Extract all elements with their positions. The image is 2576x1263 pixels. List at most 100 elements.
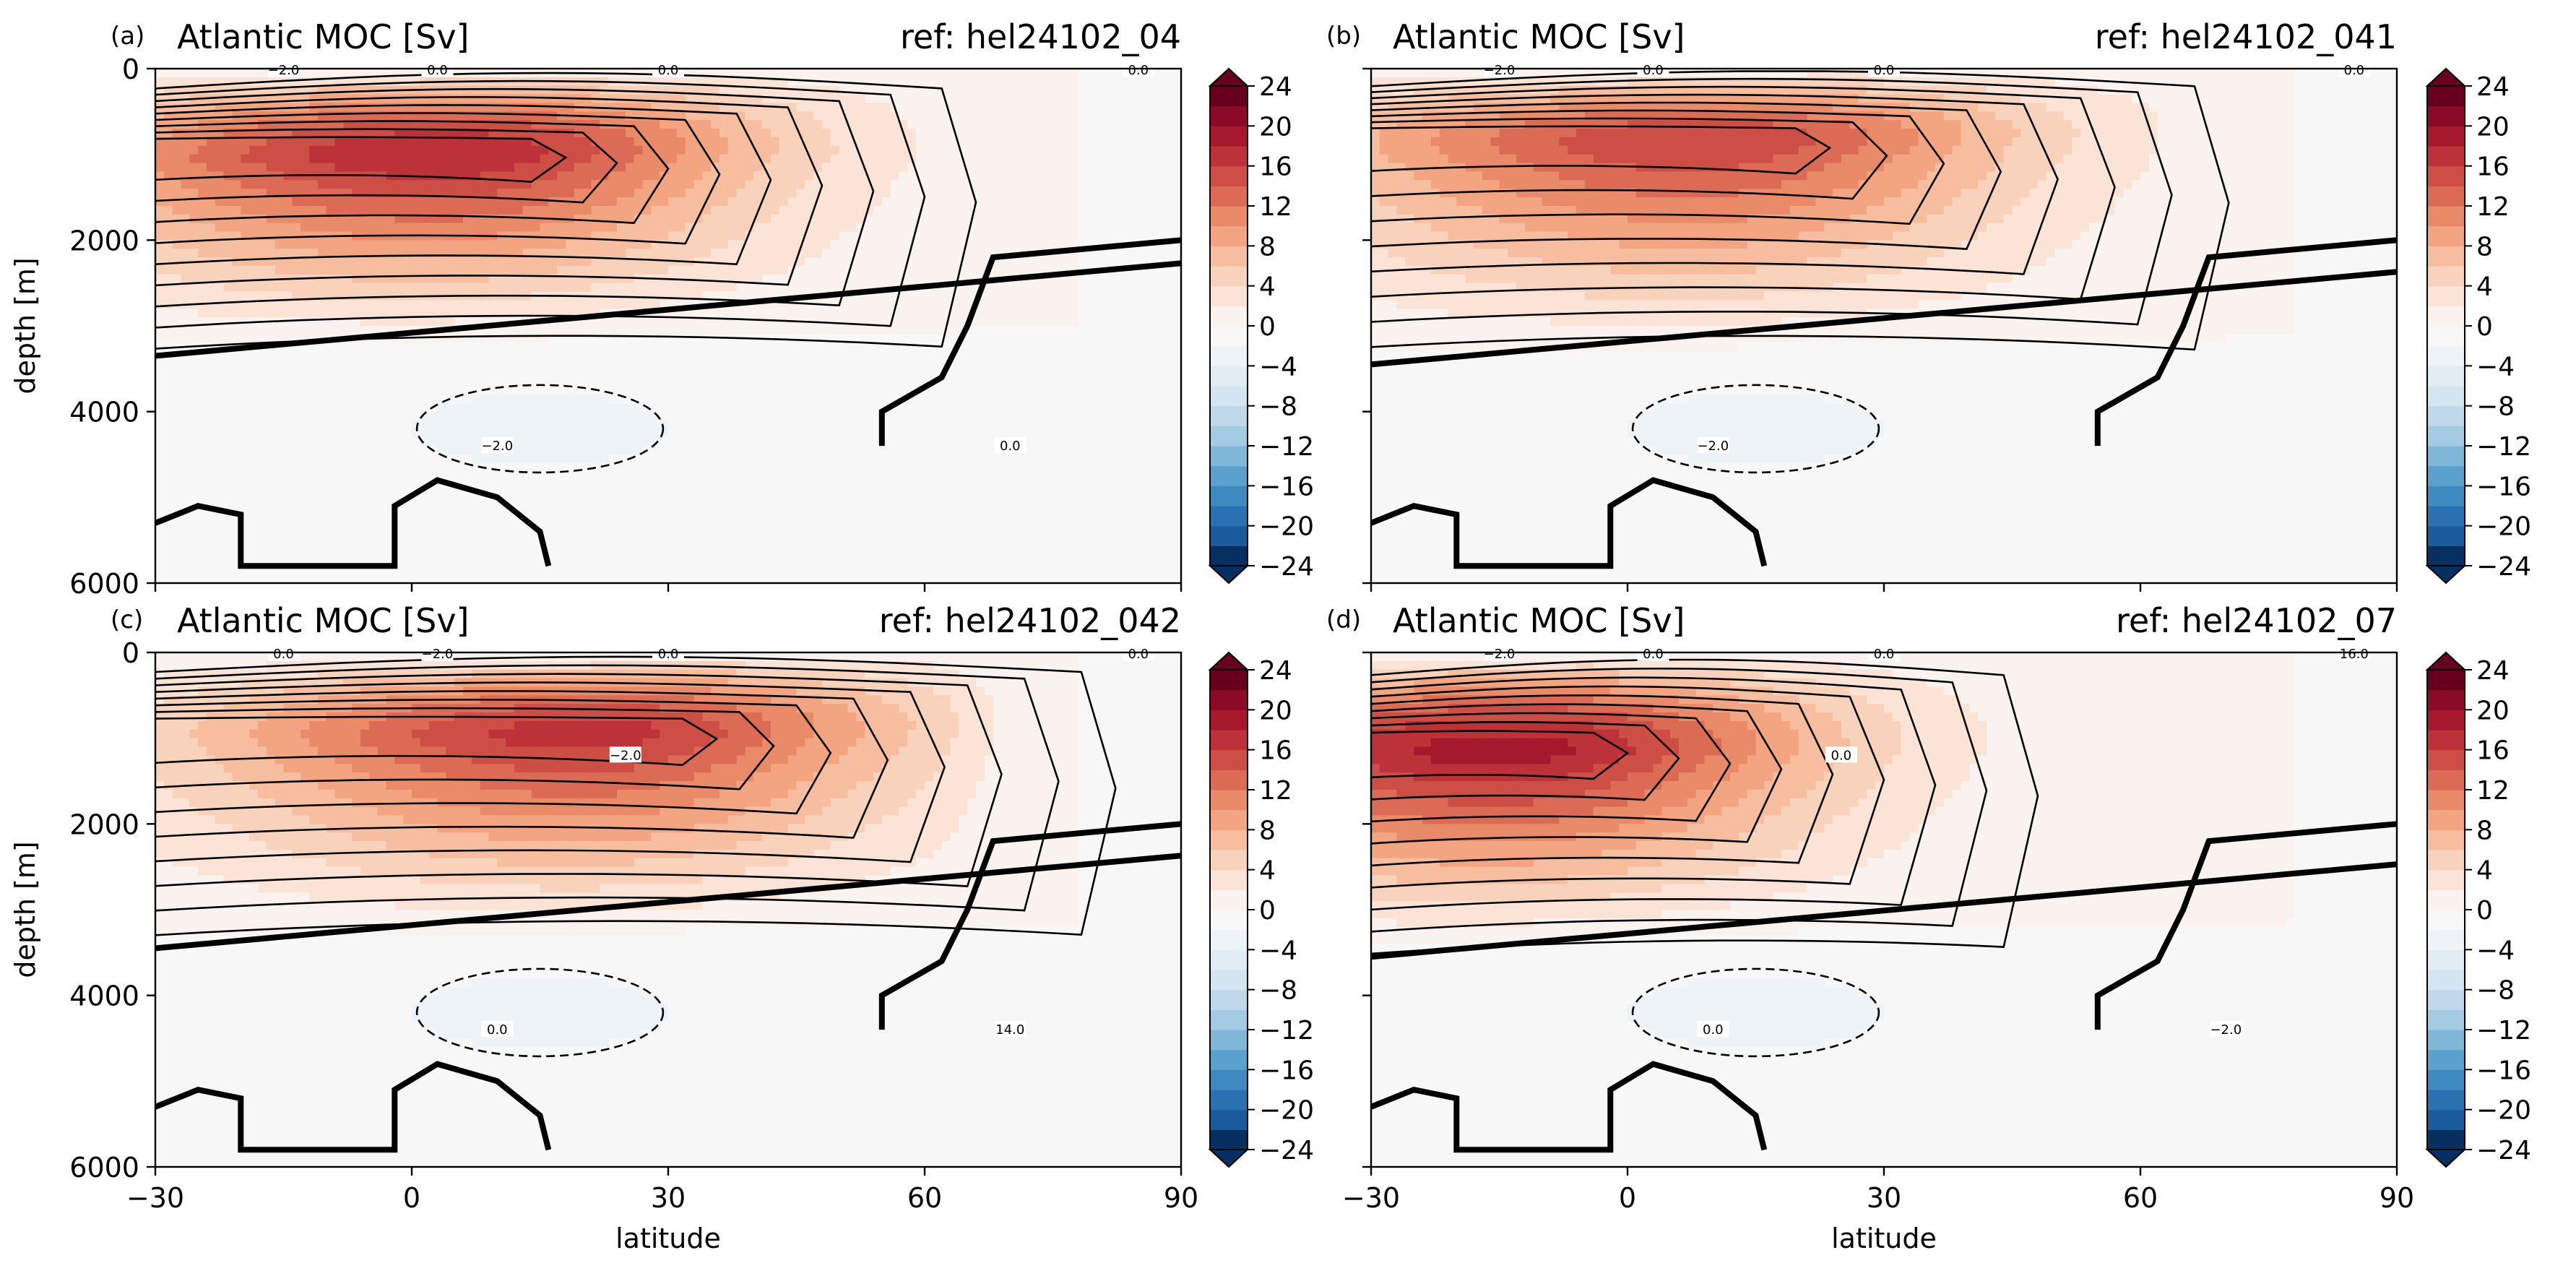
field-cell (292, 411, 301, 421)
field-cell (719, 197, 729, 207)
field-cell (522, 377, 532, 387)
field-cell (566, 540, 575, 550)
field-cell (215, 223, 225, 233)
field-cell (258, 471, 267, 481)
field-cell (787, 411, 798, 421)
field-cell (574, 446, 584, 455)
field-cell (745, 368, 754, 378)
field-cell (446, 360, 455, 369)
field-cell (334, 69, 344, 78)
field-cell (317, 360, 327, 369)
field-cell (189, 163, 199, 172)
field-cell (301, 137, 310, 147)
field-cell (548, 300, 558, 309)
field-cell (258, 265, 267, 275)
field-cell (651, 265, 660, 275)
field-cell (266, 437, 276, 447)
field-cell (813, 377, 823, 387)
field-cell (634, 180, 644, 189)
field-cell (557, 522, 566, 533)
field-cell (189, 471, 199, 481)
field-cell (480, 189, 490, 198)
field-cell (668, 360, 678, 369)
field-cell (488, 548, 498, 558)
field-cell (198, 334, 207, 344)
field-cell (283, 574, 293, 583)
field-cell (762, 351, 771, 361)
field-cell (463, 497, 472, 507)
field-cell (223, 223, 233, 233)
field-cell (275, 163, 285, 172)
field-cell (856, 69, 865, 78)
field-cell (540, 446, 549, 455)
field-cell (275, 522, 285, 533)
field-cell (412, 420, 421, 429)
field-cell (771, 231, 780, 241)
field-cell (309, 386, 319, 395)
field-cell (514, 497, 524, 507)
field-cell (403, 411, 412, 421)
field-cell (386, 480, 395, 490)
field-cell (437, 488, 446, 498)
field-cell (591, 351, 600, 361)
field-cell (719, 368, 729, 378)
field-cell (360, 437, 370, 447)
field-cell (676, 360, 686, 369)
field-cell (787, 506, 798, 515)
field-cell (454, 137, 464, 147)
field-cell (241, 309, 250, 318)
field-cell (258, 540, 267, 550)
field-cell (651, 480, 660, 490)
field-cell (207, 171, 216, 181)
field-cell (420, 471, 430, 481)
field-cell (317, 171, 327, 181)
field-cell (223, 197, 233, 207)
field-cell (856, 377, 865, 387)
field-cell (719, 471, 729, 481)
field-cell (771, 197, 780, 207)
field-cell (557, 368, 566, 378)
field-cell (660, 283, 669, 293)
field-cell (813, 368, 823, 378)
field-cell (557, 377, 566, 387)
field-cell (566, 394, 575, 404)
field-cell (753, 351, 763, 361)
field-cell (343, 154, 353, 164)
field-cell (839, 249, 849, 258)
field-cell (207, 437, 216, 447)
field-cell (283, 506, 293, 515)
field-cell (292, 77, 301, 87)
field-cell (540, 120, 549, 129)
field-cell (608, 446, 618, 455)
field-cell (634, 189, 644, 198)
field-cell (232, 462, 241, 473)
field-cell (617, 189, 626, 198)
field-cell (787, 231, 798, 241)
field-cell (762, 394, 771, 404)
field-cell (805, 506, 814, 515)
field-cell (232, 77, 241, 87)
field-cell (258, 454, 267, 464)
field-cell (488, 351, 498, 361)
field-cell (198, 420, 207, 429)
field-cell (249, 394, 259, 404)
field-cell (198, 231, 207, 241)
field-cell (787, 446, 798, 455)
field-cell (352, 197, 361, 207)
field-cell (207, 300, 216, 309)
field-cell (736, 69, 746, 78)
field-cell (548, 471, 558, 481)
field-cell (711, 265, 720, 275)
field-cell (428, 437, 438, 447)
field-cell (172, 574, 182, 583)
field-cell (582, 180, 592, 189)
field-cell (660, 214, 669, 224)
field-cell (531, 154, 541, 164)
field-cell (232, 180, 241, 189)
field-cell (566, 411, 575, 421)
field-cell (155, 566, 165, 575)
field-cell (377, 309, 387, 318)
field-cell (463, 137, 472, 147)
field-cell (762, 317, 771, 327)
field-cell (292, 574, 301, 583)
